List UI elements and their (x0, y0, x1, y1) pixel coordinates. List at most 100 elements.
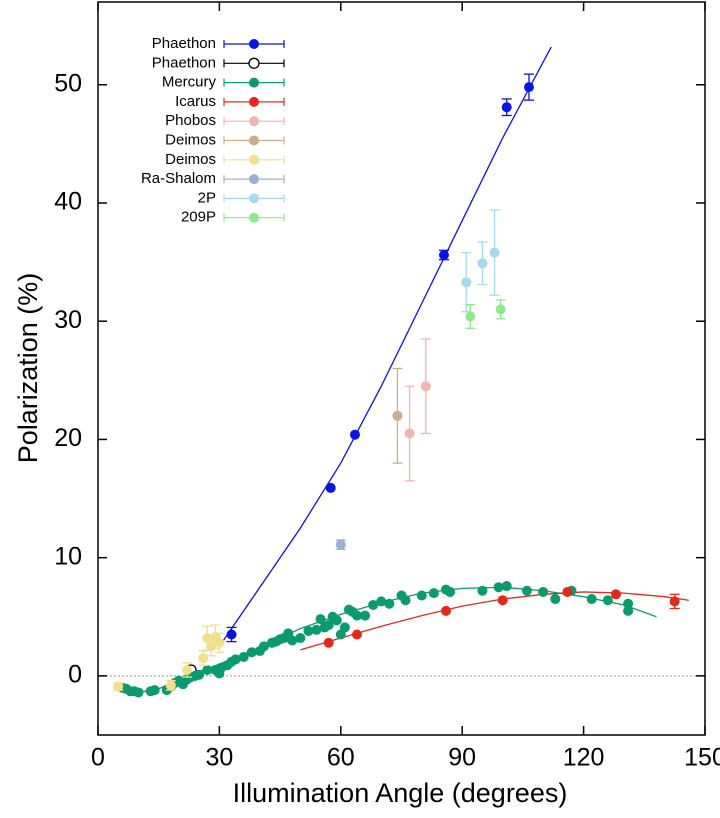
point (428, 588, 439, 599)
point (501, 102, 512, 113)
point (623, 598, 634, 609)
x-axis-title: Illumination Angle (degrees) (233, 778, 568, 808)
point (295, 633, 306, 644)
point (351, 610, 362, 621)
legend-marker (249, 174, 259, 185)
legend-marker (249, 39, 259, 49)
y-tick-label: 50 (54, 69, 82, 97)
x-tick-label: 0 (91, 744, 105, 772)
point (351, 629, 362, 640)
legend-label: 2P (198, 189, 216, 206)
y-tick-label: 30 (54, 306, 82, 334)
point (113, 681, 124, 692)
legend-label: Ra-Shalom (141, 170, 216, 187)
legend-marker (249, 77, 259, 88)
point (202, 664, 213, 675)
legend-label: Phaethon (152, 54, 216, 71)
point (182, 664, 193, 675)
x-tick-label: 30 (205, 744, 233, 772)
x-tick-label: 150 (684, 744, 720, 772)
point (521, 585, 532, 596)
legend-marker (249, 212, 259, 223)
x-tick-label: 120 (563, 744, 605, 772)
y-tick-label: 20 (54, 424, 82, 452)
point (497, 595, 508, 606)
point (538, 586, 549, 597)
legend-marker (249, 116, 259, 127)
point (461, 277, 472, 288)
point (586, 594, 597, 605)
plot-frame (97, 1, 706, 736)
point (303, 625, 314, 636)
point (165, 680, 176, 691)
point (465, 311, 476, 322)
point (623, 605, 634, 616)
fit-line (218, 46, 552, 647)
point (226, 629, 237, 640)
point (404, 428, 415, 439)
point (246, 647, 257, 658)
point (335, 539, 346, 550)
point (230, 654, 241, 665)
x-tick-label: 60 (327, 744, 355, 772)
point (489, 247, 500, 258)
point (495, 304, 506, 315)
legend-label: Icarus (175, 93, 216, 110)
point (149, 685, 160, 696)
legend-marker (249, 154, 259, 165)
point (311, 624, 322, 635)
point (562, 586, 573, 597)
legend-marker (249, 135, 259, 146)
y-tick-label: 10 (54, 542, 82, 570)
point (368, 599, 379, 610)
point (669, 596, 680, 607)
point (477, 585, 488, 596)
point (602, 595, 613, 606)
legend-label: Phobos (165, 112, 216, 129)
point (202, 633, 213, 644)
point (438, 250, 449, 261)
point (315, 614, 326, 625)
y-tick-label: 40 (54, 188, 82, 216)
point (287, 635, 298, 646)
point (445, 586, 456, 597)
x-tick-label: 90 (448, 744, 476, 772)
point (323, 637, 334, 648)
y-tick-label: 0 (68, 660, 82, 688)
point (198, 653, 209, 664)
legend-marker (249, 96, 259, 107)
legend-marker (248, 57, 260, 69)
point (258, 641, 269, 652)
legend-label: 209P (181, 209, 216, 226)
point (360, 610, 371, 621)
point (323, 620, 334, 631)
point (416, 590, 427, 601)
point (194, 669, 205, 680)
point (610, 589, 621, 600)
legend-label: Mercury (162, 74, 217, 91)
point (420, 381, 431, 392)
point (133, 687, 144, 698)
point (238, 651, 249, 662)
point (384, 598, 395, 609)
point (376, 596, 387, 607)
point (550, 594, 561, 605)
point (349, 429, 360, 440)
point (523, 82, 534, 93)
legend-label: Phaethon (152, 35, 216, 52)
y-axis-title: Polarization (%) (13, 273, 43, 464)
point (477, 258, 488, 269)
point (331, 615, 342, 626)
point (325, 482, 336, 493)
point (214, 637, 225, 648)
point (339, 622, 350, 633)
point (400, 595, 411, 606)
point (493, 582, 504, 593)
legend-label: Deimos (165, 151, 216, 168)
point (392, 410, 403, 421)
legend-label: Deimos (165, 131, 216, 148)
point (501, 581, 512, 592)
legend-marker (249, 193, 259, 204)
point (441, 605, 452, 616)
